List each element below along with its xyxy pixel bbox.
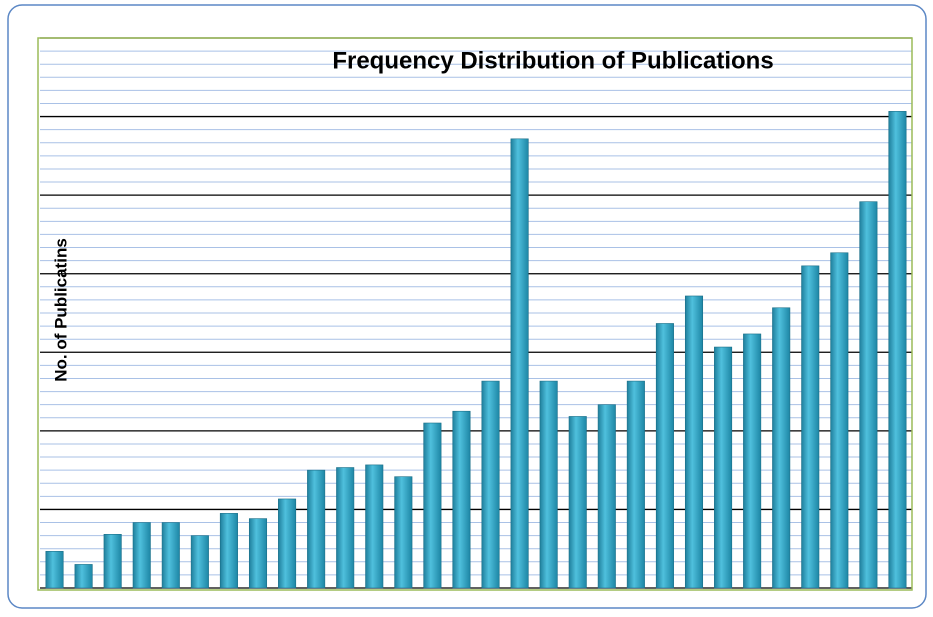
bar — [888, 111, 907, 589]
bar — [365, 464, 384, 589]
bar — [626, 380, 645, 589]
bar — [859, 201, 878, 589]
bars — [45, 111, 907, 589]
grid — [40, 37, 912, 589]
bar — [336, 467, 355, 589]
bar — [74, 564, 93, 589]
bar — [423, 422, 442, 589]
bar — [394, 476, 413, 589]
bar — [743, 333, 762, 589]
bar — [219, 513, 238, 589]
bar — [307, 469, 326, 589]
bar — [161, 522, 180, 589]
bar — [830, 252, 849, 589]
bar — [655, 323, 674, 589]
bar — [481, 380, 500, 589]
bar — [132, 522, 151, 589]
bar — [714, 346, 733, 589]
bar — [801, 265, 820, 589]
bar — [568, 416, 587, 589]
bar — [772, 307, 791, 589]
bar — [684, 295, 704, 589]
bar — [597, 404, 616, 589]
bar — [539, 380, 558, 589]
chart-title: Frequency Distribution of Publications — [332, 47, 773, 74]
bar — [278, 498, 297, 589]
bar — [45, 551, 64, 589]
bar — [190, 535, 209, 589]
bar — [248, 518, 268, 589]
bar — [452, 410, 471, 589]
y-axis-label: No. of Publicatins — [51, 238, 70, 382]
bar — [103, 534, 122, 589]
bar — [510, 138, 529, 589]
plot-area — [37, 37, 913, 591]
